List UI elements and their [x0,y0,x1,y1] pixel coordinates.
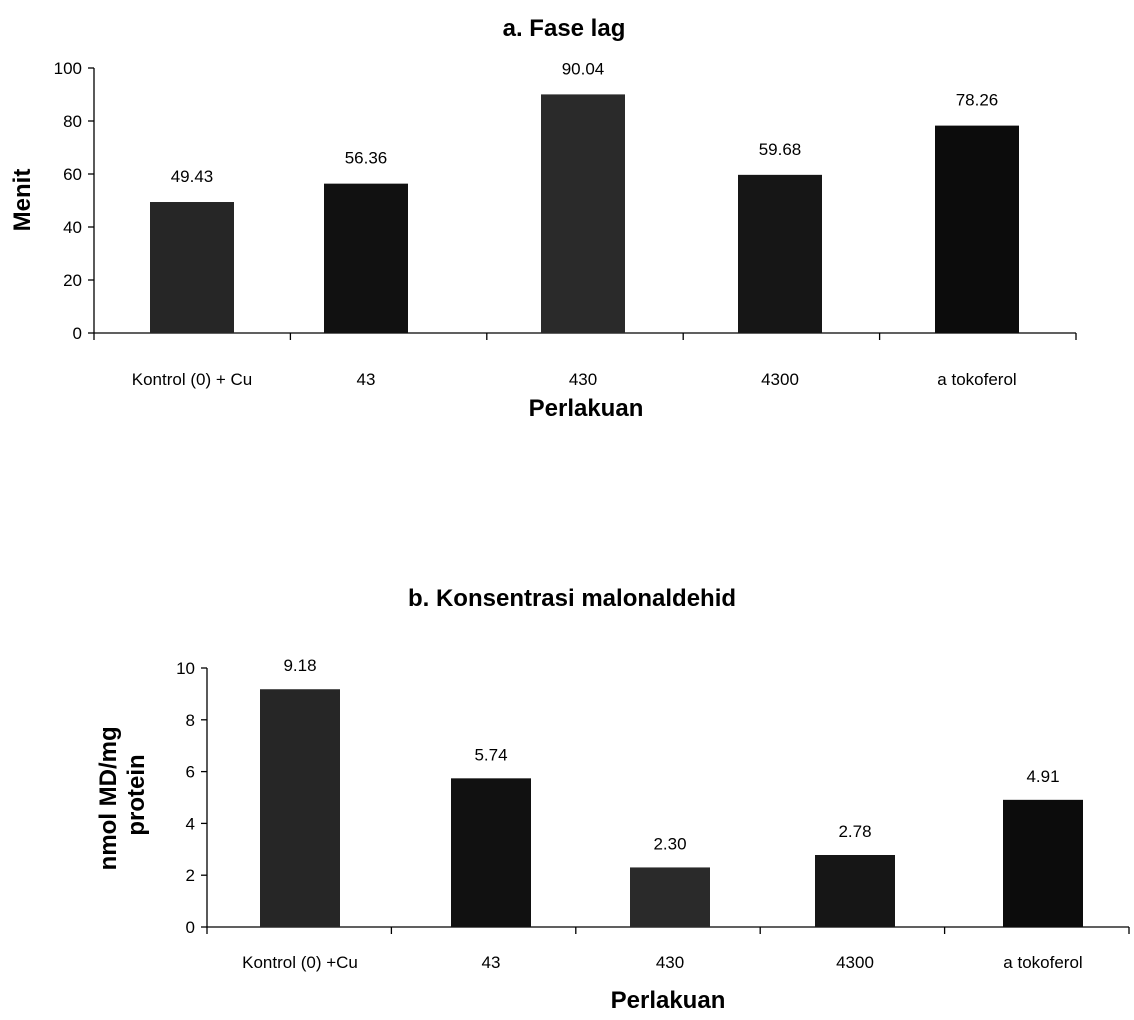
bar [324,183,408,333]
x-tick-label: Kontrol (0) + Cu [132,370,252,389]
x-tick-label: a tokoferol [1003,953,1082,972]
chart-title: b. Konsentrasi malonaldehid [408,585,736,612]
bar [260,689,340,927]
y-tick-label: 6 [186,763,195,782]
x-tick-label: a tokoferol [937,370,1016,389]
x-tick-label: 43 [482,953,501,972]
y-tick-label: 40 [63,218,82,237]
y-tick-label: 8 [186,711,195,730]
x-axis-label: Perlakuan [611,987,726,1014]
bar [815,854,895,927]
bar [738,174,822,333]
bar [1003,799,1083,927]
y-axis-label-line-1: nmol MD/mg [95,726,122,870]
bar [541,94,625,333]
y-tick-label: 20 [63,271,82,290]
bar [630,867,710,927]
y-tick-label: 2 [186,866,195,885]
data-label: 2.78 [838,822,871,841]
y-axis-label: Menit [9,169,36,232]
data-label: 4.91 [1026,767,1059,786]
y-tick-label: 100 [54,59,82,78]
data-label: 78.26 [956,91,999,110]
bar [451,778,531,927]
x-tick-label: Kontrol (0) +Cu [242,953,358,972]
chart-fase-lag: a. Fase lag Menit Perlakuan 0 20 40 60 80 100… [9,15,1077,422]
chart-title: a. Fase lag [503,15,626,42]
data-label: 2.30 [653,834,686,853]
y-tick-label: 60 [63,165,82,184]
data-label: 49.43 [171,167,214,186]
x-tick-label: 430 [569,370,597,389]
data-label: 56.36 [345,149,388,168]
y-axis-label-line-2: protein [123,754,150,835]
data-label: 5.74 [474,745,507,764]
x-axis-label: Perlakuan [529,395,644,422]
x-tick-label: 430 [656,953,684,972]
chart-konsentrasi-malonaldehid: b. Konsentrasi malonaldehid nmol MD/mg p… [95,585,1130,1014]
x-tick-label: 43 [357,370,376,389]
y-axis-label: nmol MD/mg protein [95,720,150,871]
y-tick-label: 0 [73,324,82,343]
bar [935,125,1019,334]
y-tick-label: 10 [176,659,195,678]
data-label: 9.18 [283,656,316,675]
x-tick-label: 4300 [836,953,874,972]
data-label: 59.68 [759,140,802,159]
x-tick-label: 4300 [761,370,799,389]
y-tick-label: 0 [186,918,195,937]
bar [150,202,234,333]
data-label: 90.04 [562,59,605,78]
y-tick-label: 80 [63,112,82,131]
y-tick-label: 4 [186,814,195,833]
